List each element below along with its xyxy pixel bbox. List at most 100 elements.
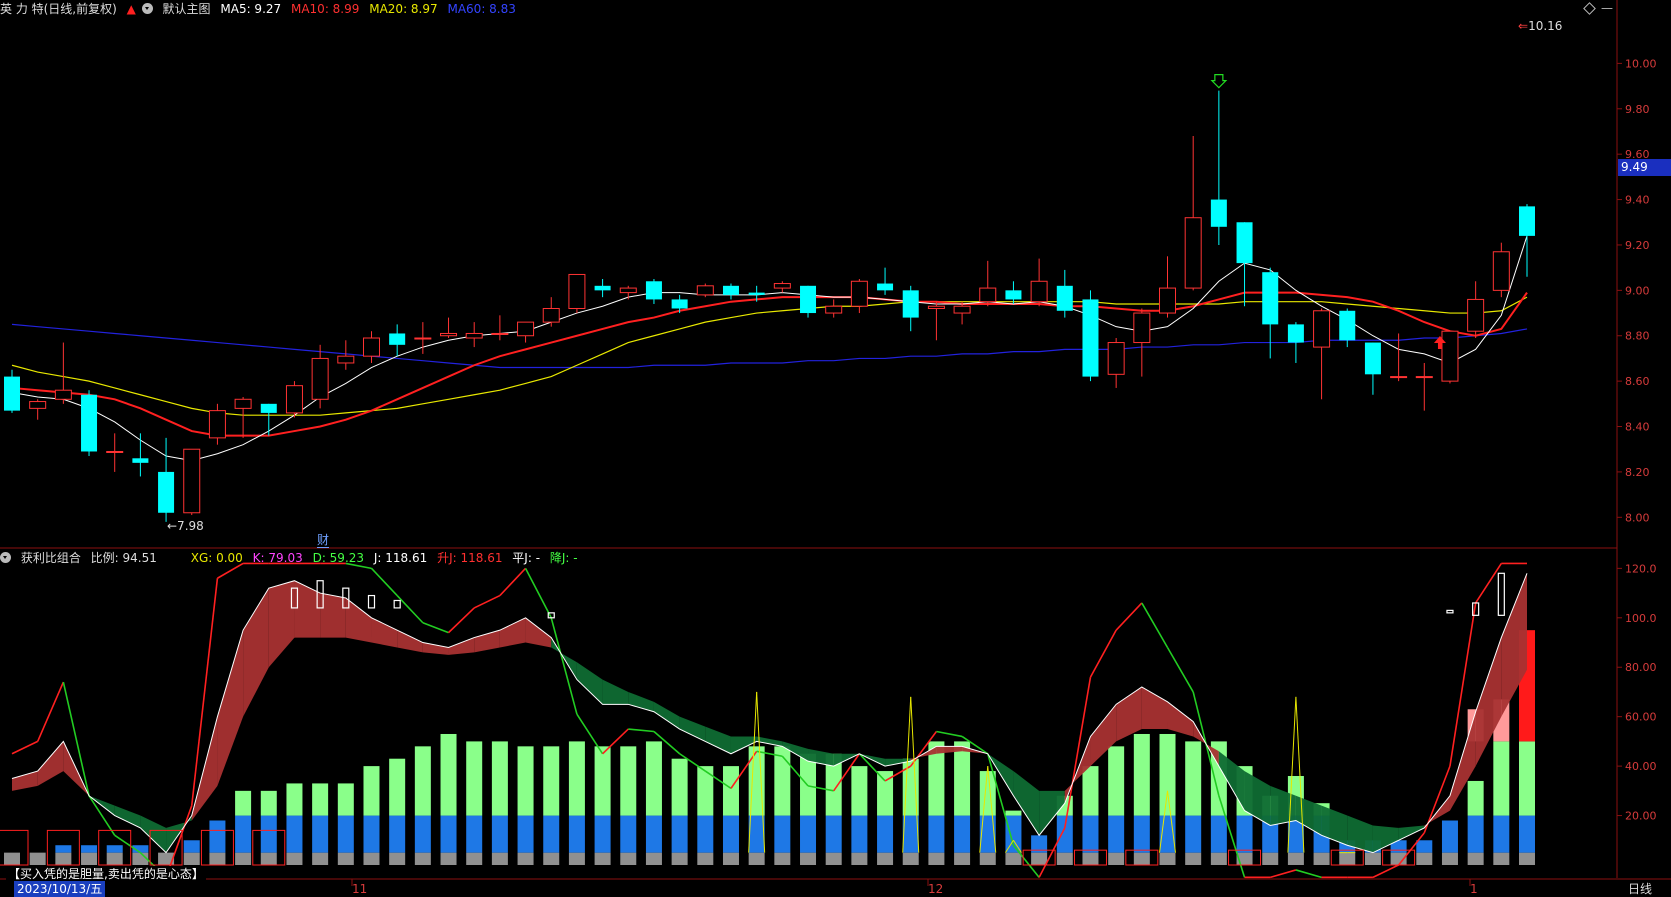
kd-ribbon [1090,704,1117,767]
candle-body [953,305,971,314]
profit-bar-gray [1236,852,1253,865]
sub-tick-label: 80.00 [1625,661,1657,674]
profit-bar-blue [774,815,791,853]
date-label: 2023/10/13/五 [14,881,106,897]
profit-bar-blue [363,815,380,853]
slogan-note: 【买入凭的是胆量,卖出凭的是心态】 [6,866,206,882]
profit-bar-blue [1390,840,1407,853]
overbought-marker [1497,572,1505,616]
month-label-11: 11 [352,882,368,896]
profit-bar-blue [1031,835,1048,853]
profit-bar-gray [29,852,46,865]
overbought-marker [1472,602,1480,616]
candle-body [81,394,98,452]
candle-body [671,299,688,309]
j-line [396,595,424,624]
candle-body [517,321,535,337]
profit-bar-blue [440,815,457,853]
profit-bar-gray [81,852,98,865]
profit-bar-gray [363,852,380,865]
candle-body [927,305,945,310]
profit-bar-blue [132,845,149,853]
price-axis: 10.00 9.80 9.60 9.40 9.20 9.00 8.80 8.60 8.40 8.2… [1617,57,1657,524]
j-line [499,567,527,597]
kd-ribbon [576,662,603,705]
profit-bar-gray [55,852,72,865]
candle-body [132,458,149,463]
k-value: K: 79.03 [252,551,303,565]
profit-bar-blue [389,815,406,853]
profit-bar-gray [1364,852,1381,865]
j-line [1064,676,1092,829]
profit-bar-gray [1467,852,1484,865]
minimize-icon[interactable]: — [1601,1,1613,15]
stock-title[interactable]: 英 力 特(日线,前复权) [0,2,117,16]
candle [568,273,586,314]
profit-bar-blue [851,815,868,853]
kd-ribbon [628,691,654,712]
candle-body [877,283,894,291]
candle [953,301,971,325]
candle-body [1082,299,1099,377]
profit-bar-blue [671,815,688,853]
price-tick-label: 10.00 [1625,57,1657,70]
profit-bar-gray [1339,852,1356,865]
profit-bar-gray [928,852,945,865]
candle [158,437,175,522]
profit-bar-green [1082,766,1099,816]
low-price-label: ←7.98 [167,519,204,533]
candle-body [29,401,47,409]
candle [1082,290,1099,382]
profit-bar-gray [1056,852,1073,865]
profit-bar-gray [825,852,842,865]
j-line [1269,869,1297,879]
candle-body [619,287,637,294]
j-line [1423,765,1451,834]
profit-bar-gray [440,852,457,865]
profit-bar-gray [1005,852,1022,865]
candle [1107,338,1125,388]
candle-body [106,450,124,453]
kd-ribbon [653,701,680,730]
profit-bar-gray [517,852,534,865]
indicator-name[interactable]: 获利比组合 [20,551,81,565]
candle [389,324,406,357]
candle [311,344,329,409]
profit-bar-gray [4,852,20,865]
chevron-down-icon[interactable] [0,552,11,563]
profit-bar-blue [928,815,945,853]
j-line [602,728,629,755]
profit-bar-blue [209,820,226,853]
profit-bar-blue [312,815,329,853]
d-value: D: 59.23 [312,551,365,565]
profit-bar-blue [55,845,72,853]
profit-bar-green [389,758,406,816]
flat-j-value: 平J: - [512,551,541,565]
profit-bar-blue [748,815,765,853]
main-chart-header: 英 力 特(日线,前复权) ▲ 默认主图 MA5: 9.27 MA10: 8.9… [0,0,522,18]
template-name[interactable]: 默认主图 [162,2,211,16]
red-arrow-icon: ▲ [126,2,136,16]
finance-marker[interactable]: 财 [317,533,330,548]
candle [1005,281,1022,304]
profit-bar-gray [286,852,303,865]
kd-ribbon [782,741,809,762]
profit-bar-gray [671,852,688,865]
chevron-down-icon[interactable] [141,3,153,14]
profit-bar-gray [594,852,611,865]
j-line [217,562,244,579]
period-label[interactable]: 日线 [1628,882,1653,896]
candle [234,397,252,438]
kd-ribbon [1347,815,1373,853]
kd-ribbon [1141,687,1168,730]
profit-bar-gray [106,852,123,865]
candle [337,340,355,370]
j-line [11,740,39,755]
j-line [1449,602,1477,767]
profit-bar-gray [979,852,996,865]
profit-bar-green [1493,741,1510,816]
profit-bar-blue [414,815,431,853]
profit-bar-gray [491,852,508,865]
j-line [1397,832,1425,866]
